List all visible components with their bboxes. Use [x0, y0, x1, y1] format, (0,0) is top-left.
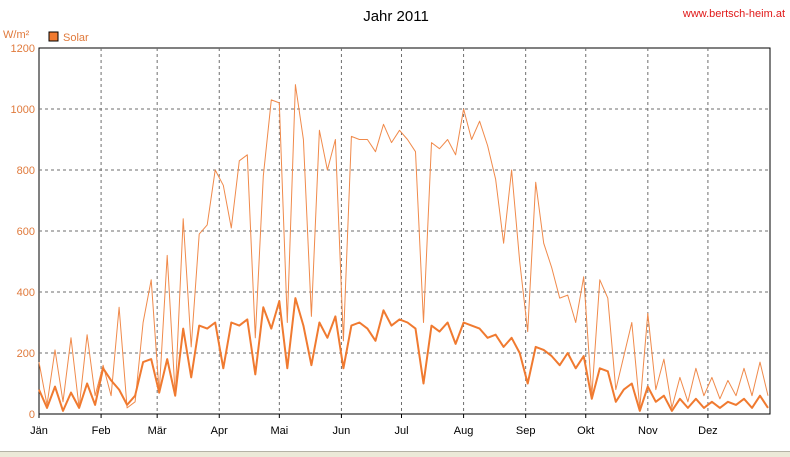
x-tick-label-Nov: Nov	[638, 425, 658, 437]
series-line-solar-max	[38, 84, 769, 409]
x-tick-label-Mär: Mär	[148, 425, 167, 437]
x-tick-label-Feb: Feb	[92, 425, 111, 437]
series-layer	[38, 84, 769, 412]
y-tick-label-600: 600	[17, 226, 35, 238]
x-tick-label-Jän: Jän	[30, 425, 48, 437]
y-tick-label-0: 0	[29, 409, 35, 421]
x-tick-label-Jul: Jul	[394, 425, 408, 437]
legend-label-solar: Solar	[63, 32, 89, 44]
y-tick-label-200: 200	[17, 348, 35, 360]
y-tick-label-400: 400	[17, 287, 35, 299]
y-tick-label-800: 800	[17, 165, 35, 177]
y-tick-label-1000: 1000	[11, 104, 35, 116]
x-tick-label-Dez: Dez	[698, 425, 718, 437]
x-tick-label-Mai: Mai	[270, 425, 288, 437]
chart-title: Jahr 2011	[363, 8, 429, 25]
x-axis-ticks: Jän Feb Mär Apr Mai Jun Jul Aug Sep Okt Nov Dez	[30, 414, 718, 437]
x-tick-label-Sep: Sep	[516, 425, 536, 437]
x-tick-label-Jun: Jun	[333, 425, 351, 437]
y-axis-unit: W/m²	[3, 29, 30, 41]
y-tick-label-1200: 1200	[11, 43, 35, 55]
site-link[interactable]: www.bertsch-heim.at	[682, 8, 785, 20]
legend-swatch	[48, 31, 59, 42]
bottom-panel-bar	[0, 451, 790, 457]
x-tick-label-Okt: Okt	[577, 425, 594, 437]
x-tick-label-Aug: Aug	[454, 425, 474, 437]
y-axis-ticks: 0 200 400 600 800 1000 1200	[11, 43, 35, 421]
legend: Solar	[48, 31, 89, 44]
series-line-solar-mean	[38, 297, 769, 412]
x-tick-label-Apr: Apr	[211, 425, 228, 437]
